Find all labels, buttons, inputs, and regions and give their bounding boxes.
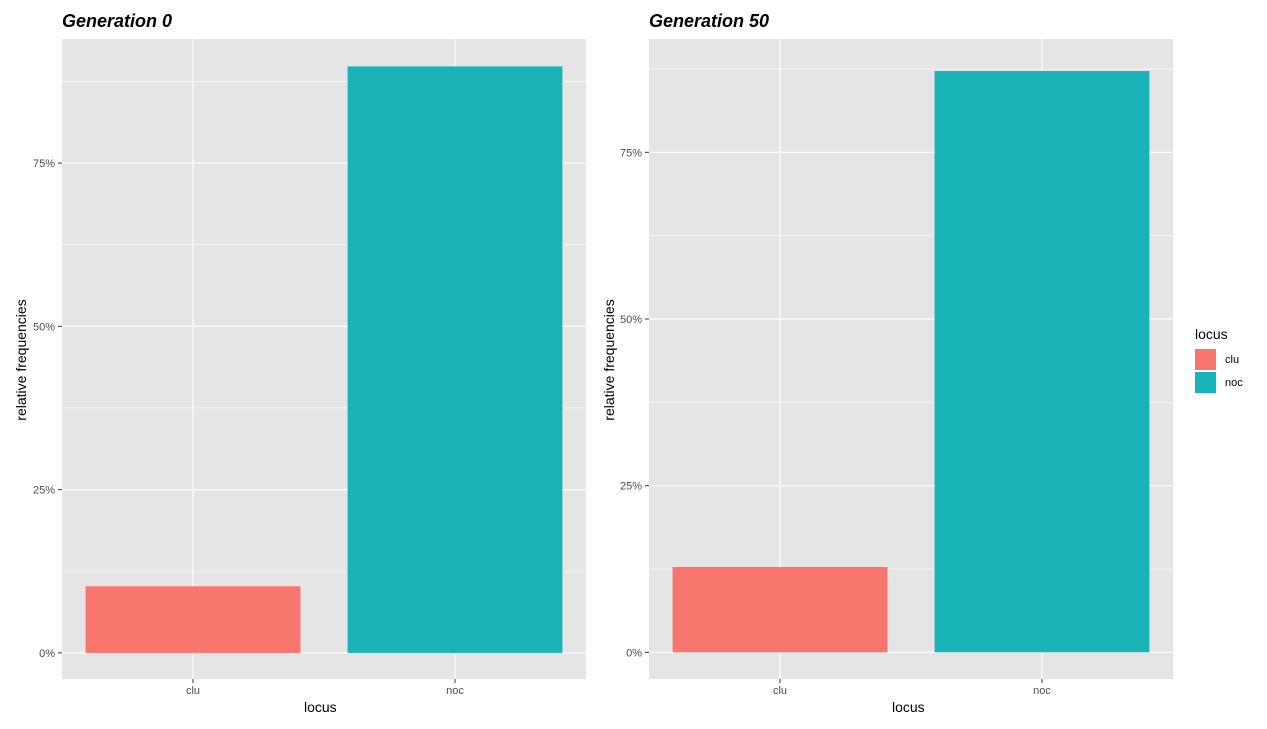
y-axis-title-gen50: relative frequencies <box>601 299 617 421</box>
y-axis-title-gen0: relative frequencies <box>13 299 29 421</box>
legend-label-noc: noc <box>1225 376 1243 389</box>
x-tick-label-0-noc: noc <box>446 685 464 697</box>
legend: locus clu noc <box>1195 326 1243 394</box>
x-tick-label-0-clu: clu <box>186 685 200 697</box>
legend-title: locus <box>1195 326 1228 342</box>
x-tick-label-1-noc: noc <box>1033 685 1051 697</box>
y-tick-label-1-1: 25% <box>620 481 642 493</box>
legend-item-noc: noc <box>1195 371 1243 394</box>
y-tick-label-1-2: 50% <box>620 314 642 326</box>
bar-1-noc <box>934 71 1150 653</box>
legend-swatch-noc <box>1195 372 1216 393</box>
y-tick-label-0-0: 0% <box>39 648 55 660</box>
legend-swatch-clu <box>1195 349 1216 370</box>
y-tick-label-1-3: 75% <box>620 147 642 159</box>
y-tick-label-0-3: 75% <box>33 158 55 170</box>
x-tick-label-1-clu: clu <box>773 685 787 697</box>
legend-label-clu: clu <box>1225 353 1240 366</box>
panel-title-gen0: Generation 0 <box>62 11 173 31</box>
y-tick-label-0-2: 50% <box>33 321 55 333</box>
legend-item-clu: clu <box>1195 348 1243 371</box>
y-tick-label-0-1: 25% <box>33 485 55 497</box>
bar-0-noc <box>347 66 563 653</box>
bar-0-clu <box>85 586 301 653</box>
x-axis-title-gen0: locus <box>304 699 337 715</box>
x-axis-title-gen50: locus <box>892 699 925 715</box>
panel-title-gen50: Generation 50 <box>649 11 770 31</box>
y-tick-label-1-0: 0% <box>626 647 642 659</box>
bar-1-clu <box>672 567 888 653</box>
